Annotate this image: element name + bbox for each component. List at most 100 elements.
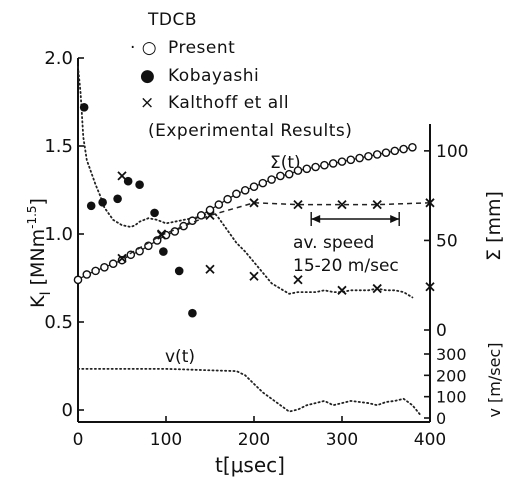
t-point — [390, 146, 400, 156]
t-point — [302, 164, 312, 174]
t-point — [214, 200, 224, 209]
t-point — [320, 160, 329, 170]
left-axis-label: KI [MNm-1.5] — [25, 198, 54, 308]
x-tick-label: 300 — [326, 430, 358, 450]
sigma-curve-label: Σ(t) — [270, 153, 301, 173]
t-point — [276, 171, 285, 181]
x-tick-label: 100 — [150, 430, 182, 450]
t-point — [267, 175, 276, 184]
t-point — [408, 142, 417, 152]
kalthoff-point — [156, 230, 167, 240]
legend-label-kobayashi: Kobayashi — [168, 66, 259, 86]
t-point — [249, 182, 259, 191]
kalthoff-point — [372, 199, 382, 210]
kobayashi-point — [135, 180, 144, 190]
speed-annotation-line2: 15-20 m/sec — [293, 256, 399, 276]
kobayashi-point — [98, 198, 107, 207]
v-curve-label: v(t) — [165, 347, 195, 367]
t-point — [100, 263, 109, 272]
left-tick-label: 2.0 — [44, 48, 73, 69]
cross-stroke — [249, 271, 259, 281]
cross-stroke — [117, 171, 127, 181]
cross-stroke — [425, 282, 435, 292]
v-tick-label: 300 — [436, 345, 467, 364]
legend-note: (Experimental Results) — [148, 121, 352, 141]
legend-symbol-kobayashi: ● — [140, 66, 155, 86]
left-axis-label-sub: I — [38, 291, 54, 295]
cross-stroke — [249, 198, 259, 208]
cross-stroke — [205, 264, 215, 274]
kalthoff-point — [337, 199, 347, 210]
v-t-line — [77, 367, 423, 417]
kobayashi-point — [188, 308, 197, 318]
kalthoff-et-all-point — [372, 283, 382, 294]
kobayashi-point — [150, 208, 159, 218]
speed-annotation-line1: av. speed — [293, 233, 374, 253]
annotation-layer — [310, 212, 400, 226]
v-tick-label: 200 — [436, 366, 467, 385]
kalthoff-line — [121, 202, 431, 259]
cross-stroke — [337, 199, 347, 210]
v-tick-label: 100 — [436, 388, 467, 407]
t-point — [232, 189, 241, 199]
t-point — [364, 151, 373, 161]
left-tick-label: 1.5 — [44, 136, 73, 157]
t-point — [117, 255, 127, 265]
cross-stroke — [117, 253, 127, 263]
t-point — [126, 250, 136, 260]
t-point — [82, 270, 92, 279]
cross-stroke — [293, 275, 303, 285]
t-point — [346, 155, 356, 165]
t-point — [337, 157, 347, 166]
kalthoff-point — [205, 210, 215, 220]
kalthoff-point — [293, 199, 303, 210]
kalthoff-et-all-point — [425, 282, 435, 292]
cross-stroke — [372, 199, 382, 210]
kobayashi-point — [79, 102, 89, 112]
ticks: 0 100 200 300 400 0 0.5 1.0 1.5 2.0 0 50 100 0 100 200 3… — [44, 48, 468, 450]
kalthoff-et-all-point — [205, 264, 215, 274]
left-axis-label-exp: -1.5 — [25, 205, 39, 228]
left-tick-label: 0.5 — [44, 312, 73, 333]
t-point — [293, 166, 303, 175]
t-point — [328, 159, 338, 168]
t-point — [381, 148, 391, 157]
t-point — [311, 162, 320, 172]
cross-stroke — [205, 210, 215, 220]
kalthoff-point — [117, 253, 127, 263]
t-point — [355, 153, 364, 163]
t-point — [223, 194, 232, 204]
cross-stroke — [425, 198, 435, 208]
t-point — [196, 211, 206, 220]
t-point — [284, 169, 294, 179]
t-point — [73, 275, 83, 285]
kalthoff-point — [425, 198, 435, 208]
sigma-axis-label: Σ [mm] — [483, 191, 505, 261]
legend-title: TDCB — [147, 10, 197, 30]
sigma-tick-label: 100 — [436, 142, 468, 162]
legend-label-kalthoff: Kalthoff et all — [168, 93, 289, 113]
v-tick-label: 0 — [436, 409, 446, 428]
kalthoff-et-all-point — [337, 285, 347, 295]
t-point — [399, 144, 408, 154]
legend-symbol-present: · ○ — [130, 38, 157, 58]
cross-stroke — [372, 283, 382, 294]
cross-stroke — [337, 285, 347, 295]
x-tick-label: 400 — [414, 430, 446, 450]
t-point — [108, 259, 118, 269]
kobayashi-point — [113, 194, 122, 204]
kalthoff-et-all-point — [249, 271, 259, 281]
kobayashi-point — [174, 266, 184, 276]
t-point — [205, 205, 215, 215]
cross-stroke — [156, 230, 167, 240]
kobayashi-point — [159, 247, 168, 256]
sigma-tick-label: 50 — [436, 231, 458, 251]
left-axis-label-unit: [MNm — [27, 229, 49, 286]
speed-arrowhead-right — [390, 215, 400, 223]
left-axis-label-k: K — [27, 295, 49, 308]
legend-symbol-kalthoff: × — [140, 93, 155, 113]
kalthoff-et-all-point — [117, 171, 127, 181]
kobayashi-point — [86, 201, 96, 211]
series-layer — [73, 65, 435, 417]
